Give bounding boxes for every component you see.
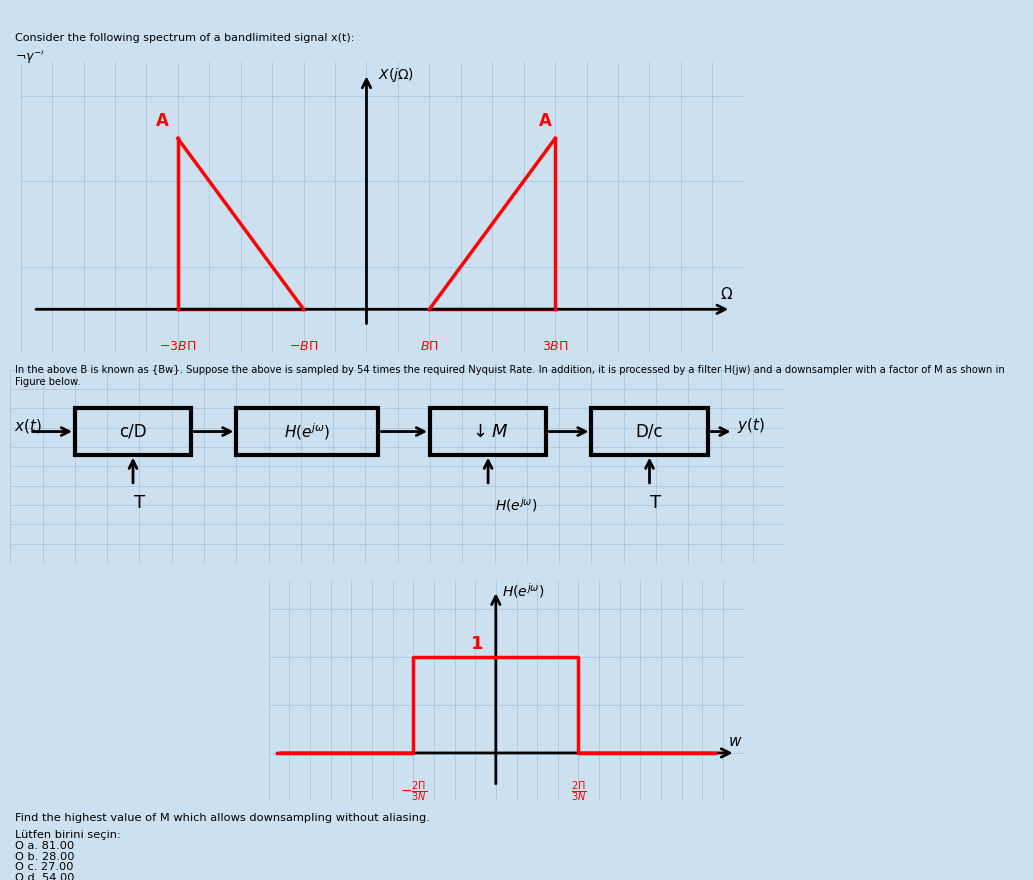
Text: $\downarrow M$: $\downarrow M$ [469,422,507,441]
Text: $-3B\Pi$: $-3B\Pi$ [159,340,196,353]
Text: T: T [134,494,145,511]
Text: In the above B is known as {Bw}. Suppose the above is sampled by 54 times the re: In the above B is known as {Bw}. Suppose… [15,365,1005,387]
Text: A: A [156,112,168,130]
Text: $H(e^{j\omega})$: $H(e^{j\omega})$ [284,422,331,442]
Bar [237,408,378,455]
Text: O c. 27.00: O c. 27.00 [15,862,74,872]
Text: $X(j\Omega)$: $X(j\Omega)$ [378,66,414,84]
Text: $H(e^{j\omega})$: $H(e^{j\omega})$ [495,495,537,514]
Text: $-\frac{2\Pi}{3N}$: $-\frac{2\Pi}{3N}$ [400,780,427,804]
Text: $\Omega$: $\Omega$ [720,286,733,302]
Text: $-B\Pi$: $-B\Pi$ [289,340,318,353]
Text: Consider the following spectrum of a bandlimited signal x(t):: Consider the following spectrum of a ban… [15,33,355,43]
Text: $w$: $w$ [728,734,743,749]
Text: Lütfen birini seçin:: Lütfen birini seçin: [15,830,121,840]
Text: 1: 1 [471,634,483,653]
Text: $y(t)$: $y(t)$ [737,416,764,436]
Text: $H(e^{j\omega})$: $H(e^{j\omega})$ [502,581,544,600]
Text: T: T [651,494,661,511]
Text: O a. 81.00: O a. 81.00 [15,841,74,851]
Text: $x(t)$: $x(t)$ [13,417,41,435]
Text: $3B\Pi$: $3B\Pi$ [541,340,568,353]
Bar [430,408,546,455]
Text: $\neg \gamma^{-\prime}$: $\neg \gamma^{-\prime}$ [15,48,45,66]
Text: O b. 28.00: O b. 28.00 [15,852,75,862]
Text: A: A [539,112,552,130]
Text: c/D: c/D [119,422,147,441]
Bar [74,408,191,455]
Text: Find the highest value of M which allows downsampling without aliasing.: Find the highest value of M which allows… [15,813,431,823]
Bar [591,408,708,455]
Text: O d. 54.00: O d. 54.00 [15,873,75,880]
Text: $\frac{2\Pi}{3N}$: $\frac{2\Pi}{3N}$ [571,780,586,804]
Text: $B\Pi$: $B\Pi$ [420,340,439,353]
Text: D/c: D/c [635,422,663,441]
